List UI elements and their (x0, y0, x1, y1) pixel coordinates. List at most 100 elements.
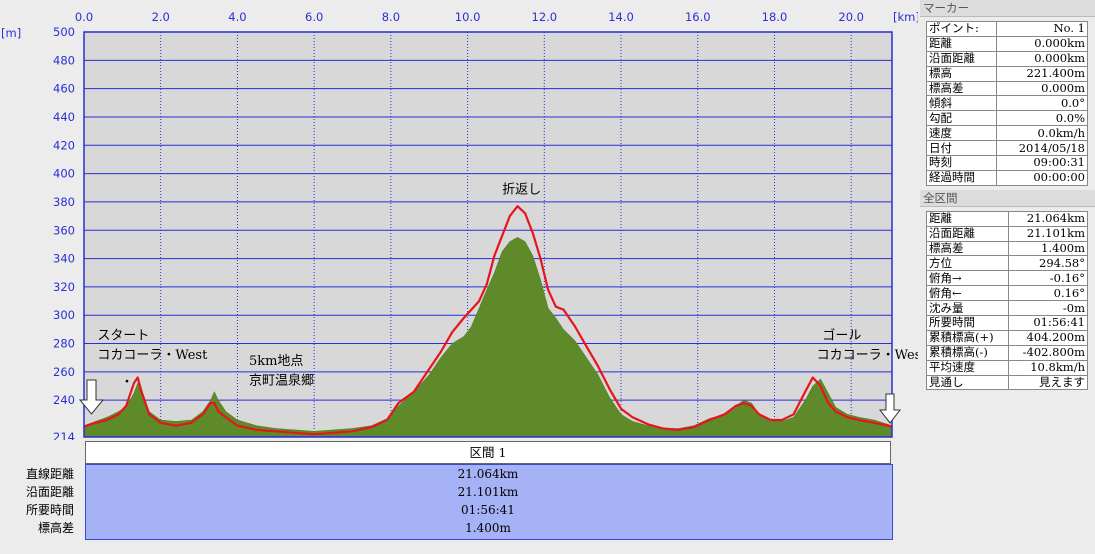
y-tick-label: 360 (53, 223, 75, 237)
chart-annotation: ・ (120, 375, 133, 390)
y-tick-label: 300 (53, 308, 75, 322)
total-row: 沈み量 -0m (926, 300, 1089, 317)
total-row: 累積標高(-) -402.800m (926, 344, 1089, 361)
marker-row: 標高 221.400m (925, 65, 1088, 82)
x-tick-label: 20.0 (838, 10, 864, 24)
total-value: -402.800m (1007, 344, 1089, 361)
chart-annotation: 5km地点 (249, 354, 303, 369)
marker-section: マーカー ポイント: No. 1 距離 0.000km 沿面距離 0.000km 標高 221… (920, 0, 1095, 186)
total-row: 沿面距離 21.101km (926, 225, 1089, 242)
total-value: 1.400m (1007, 240, 1089, 257)
interval-values-box (85, 464, 893, 540)
total-value: 見えます (1007, 374, 1089, 391)
marker-label: 経過時間 (925, 169, 998, 186)
total-label: 沈み量 (926, 300, 1009, 317)
y-tick-label: 440 (53, 110, 75, 124)
total-row: 方位 294.58° (926, 255, 1089, 272)
chart-annotation: ゴール (822, 327, 861, 343)
interval-row-value: 01:56:41 (461, 503, 515, 517)
marker-value: 0.000m (996, 80, 1088, 97)
plot-border (83, 31, 893, 438)
marker-row: 距離 0.000km (925, 35, 1088, 52)
x-tick-label: 8.0 (382, 10, 400, 24)
total-value: 21.101km (1007, 225, 1089, 242)
marker-value: 0.0° (996, 95, 1088, 112)
marker-title: マーカー (920, 0, 1095, 17)
marker-value: 0.000km (996, 35, 1088, 52)
elevation-chart[interactable]: [km] [m] 0.0 2.0 4.0 6.0 8.0 10.0 12.0 14.0 16.0… (0, 0, 918, 440)
total-label: 方位 (926, 255, 1009, 272)
chart-annotation: 京町温泉郷 (249, 373, 314, 389)
interval-row-value: 21.064km (457, 467, 519, 481)
chart-annotation: スタート (97, 328, 149, 343)
marker-row: 経過時間 00:00:00 (925, 169, 1088, 186)
marker-label: 日付 (925, 140, 998, 157)
x-tick-label: 12.0 (532, 10, 558, 24)
marker-row: ポイント: No. 1 (925, 21, 1088, 37)
total-value: 10.8km/h (1007, 359, 1089, 376)
y-tick-label: 340 (53, 252, 75, 266)
total-value: 404.200m (1007, 329, 1089, 346)
start-arrow-icon[interactable] (78, 379, 105, 415)
marker-label: 距離 (925, 35, 998, 52)
y-tick-label: 280 (53, 337, 75, 351)
marker-label: 標高差 (925, 80, 998, 97)
y-tick-label: 420 (53, 138, 75, 152)
total-value: -0m (1007, 300, 1089, 317)
marker-row: 勾配 0.0% (925, 110, 1088, 127)
total-label: 見通し (926, 374, 1009, 391)
total-label: 距離 (926, 210, 1009, 227)
total-value: -0.16° (1007, 270, 1089, 287)
total-label: 俯角→ (926, 270, 1009, 287)
chart-annotation: コカコーラ・West (817, 348, 918, 363)
marker-label: 速度 (925, 125, 998, 142)
total-row: 見通し 見えます (926, 374, 1089, 391)
interval-row-label: 所要時間 (25, 503, 74, 517)
total-label: 累積標高(+) (926, 329, 1009, 346)
y-tick-label: 240 (53, 393, 75, 407)
marker-value: No. 1 (996, 21, 1088, 37)
x-tick-label: 18.0 (762, 10, 788, 24)
y-tick-label: 480 (53, 53, 75, 67)
total-section: 全区間 距離 21.064km 沿面距離 21.101km 標高差 1.400m 方位 294… (920, 189, 1095, 391)
x-tick-label: 6.0 (305, 10, 323, 24)
x-tick-label: 14.0 (608, 10, 634, 24)
marker-value: 221.400m (996, 65, 1088, 82)
marker-value: 0.000km (996, 50, 1088, 67)
x-unit-label: [km] (893, 10, 918, 24)
total-row: 距離 21.064km (926, 210, 1089, 227)
interval-title[interactable]: 区間 1 (85, 441, 891, 464)
elevation-line (83, 205, 893, 436)
total-label: 沿面距離 (926, 225, 1009, 242)
marker-row: 標高差 0.000m (925, 80, 1088, 97)
marker-row: 日付 2014/05/18 (925, 140, 1088, 157)
interval-summary: 区間 1 直線距離 21.064km 沿面距離 21.101km 所要時間 01:56:4… (0, 438, 918, 554)
marker-value: 00:00:00 (996, 169, 1088, 186)
y-tick-label: 214 (53, 430, 75, 440)
total-row: 累積標高(+) 404.200m (926, 329, 1089, 346)
y-tick-label: 380 (53, 195, 75, 209)
total-value: 01:56:41 (1007, 315, 1089, 331)
x-tick-label: 10.0 (455, 10, 481, 24)
total-row: 俯角→ -0.16° (926, 270, 1089, 287)
total-row: 俯角← 0.16° (926, 285, 1089, 302)
marker-label: 時刻 (925, 155, 998, 171)
interval-row-value: 21.101km (457, 485, 519, 499)
interval-row-label: 沿面距離 (25, 485, 74, 499)
total-title: 全区間 (920, 189, 1095, 207)
marker-table: ポイント: No. 1 距離 0.000km 沿面距離 0.000km 標高 221.400m… (925, 21, 1088, 186)
total-value: 21.064km (1007, 210, 1089, 227)
total-label: 標高差 (926, 240, 1009, 257)
goal-arrow-icon[interactable] (878, 393, 902, 424)
marker-label: 標高 (925, 65, 998, 82)
y-tick-label: 500 (53, 25, 75, 39)
interval-row-value: 1.400m (465, 521, 511, 535)
marker-label: ポイント: (925, 21, 998, 37)
y-tick-label: 320 (53, 280, 75, 294)
x-tick-label: 2.0 (152, 10, 170, 24)
marker-row: 速度 0.0km/h (925, 125, 1088, 142)
y-unit-label: [m] (1, 26, 21, 40)
marker-value: 2014/05/18 (996, 140, 1088, 157)
x-tick-label: 4.0 (228, 10, 246, 24)
